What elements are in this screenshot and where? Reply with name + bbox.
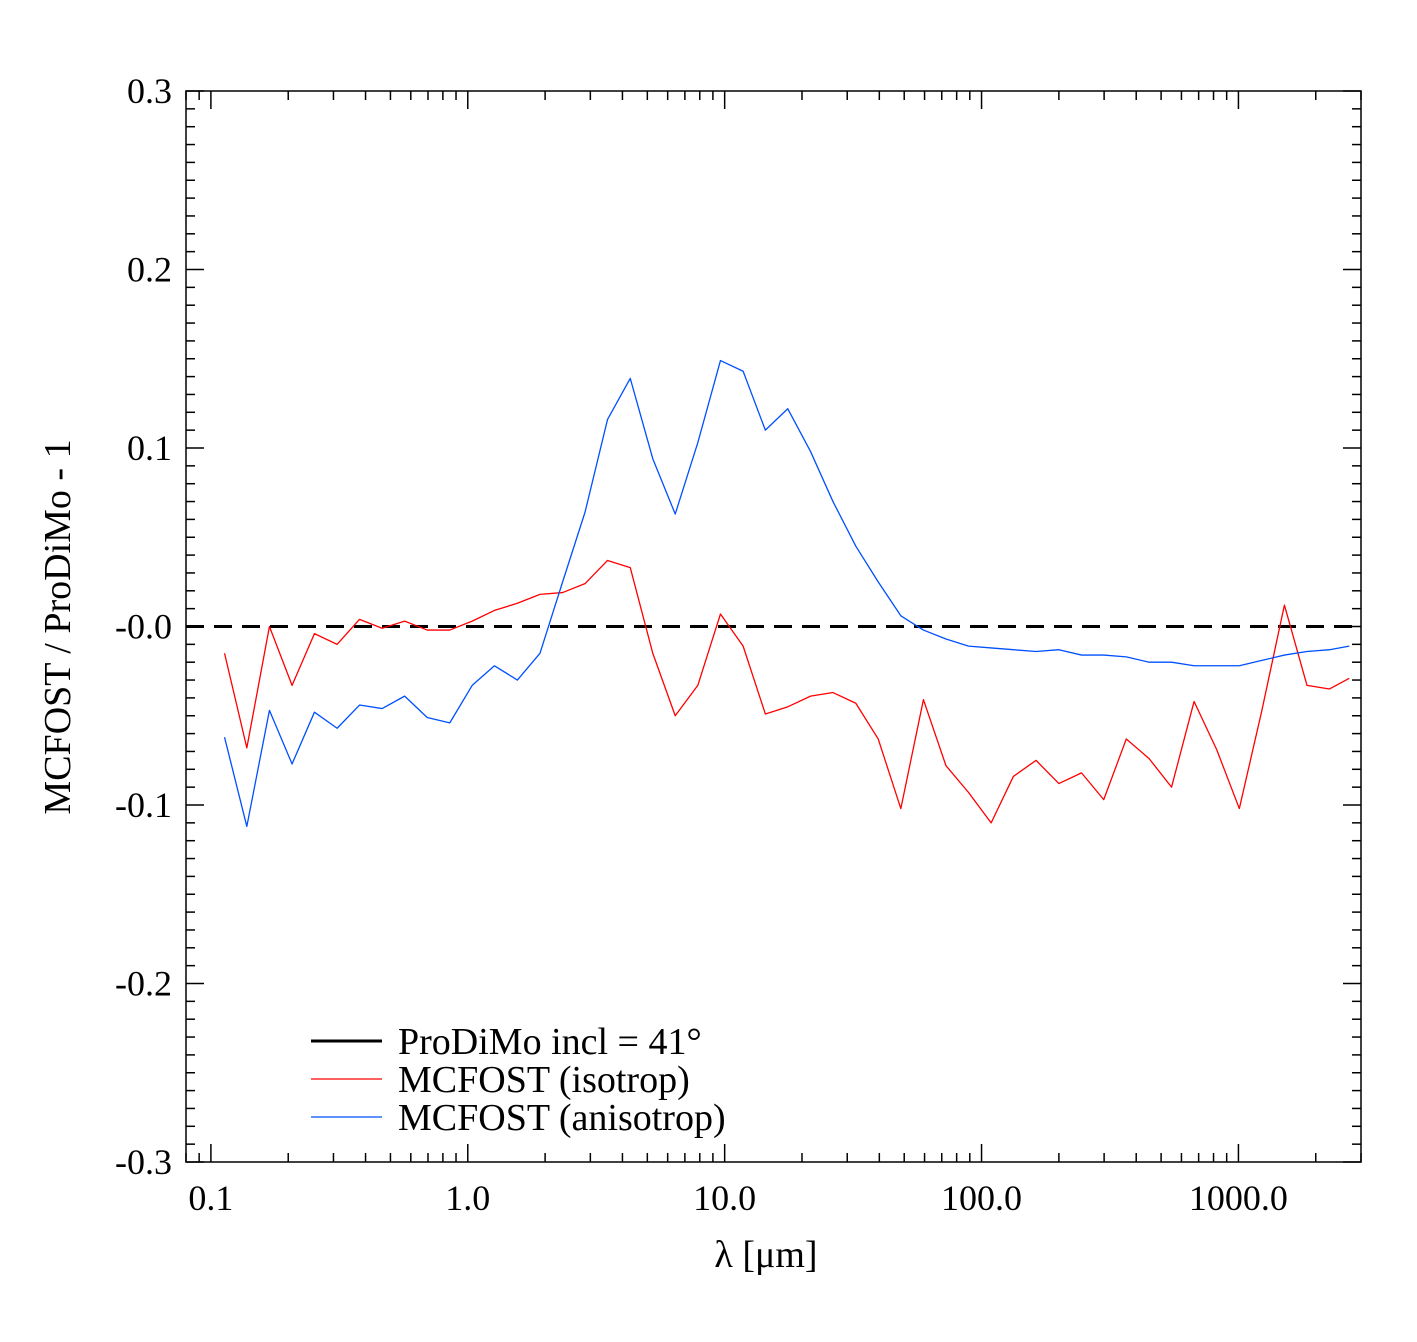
y-tick-label: -0.2 [115,964,172,1004]
axes-layer [185,90,1362,1163]
x-tick-label: 1000.0 [1189,1178,1288,1218]
y-axis-label: MCFOST / ProDiMo - 1 [37,439,79,814]
y-tick-label: -0.3 [115,1142,172,1182]
x-tick-label: 1.0 [445,1178,490,1218]
legend-label-1: MCFOST (isotrop) [398,1059,690,1101]
legend-label-0: ProDiMo incl = 41° [398,1021,702,1063]
legend: ProDiMo incl = 41°MCFOST (isotrop)MCFOST… [311,1021,726,1139]
series-layer [186,359,1361,828]
y-tick-label: 0.3 [127,71,172,111]
x-axis-label: λ [μm] [714,1234,817,1276]
tick-labels-layer: 0.1 1.0 10.0 100.0 1000.0 0.3 0.2 0.1 -0.0 -0.1 -0… [115,71,1288,1218]
legend-label-2: MCFOST (anisotrop) [398,1097,726,1139]
series-line-1 [223,559,1350,824]
y-tick-label: -0.0 [115,607,172,647]
x-tick-label: 100.0 [941,1178,1022,1218]
y-tick-label: 0.2 [127,250,172,290]
y-tick-label: -0.1 [115,785,172,825]
x-tick-label: 0.1 [188,1178,233,1218]
series-line-2 [223,359,1350,828]
y-tick-label: 0.1 [127,428,172,468]
x-tick-label: 10.0 [693,1178,756,1218]
